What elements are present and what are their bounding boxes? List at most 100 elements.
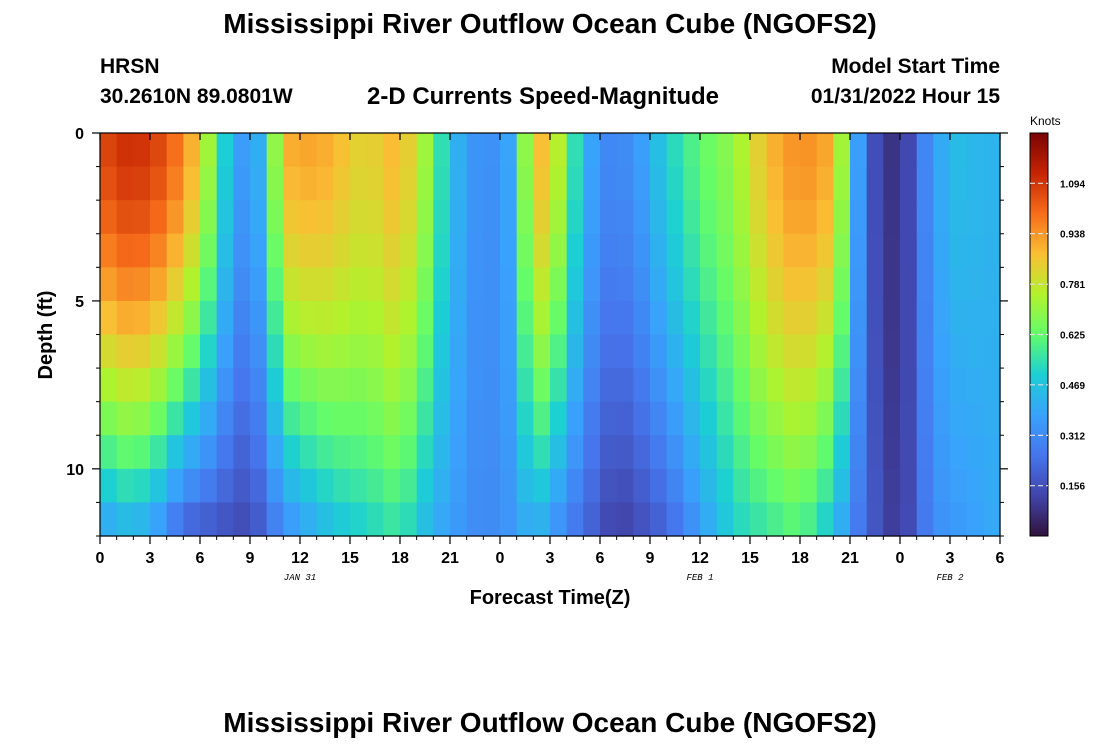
heatmap-cell	[916, 300, 934, 336]
heatmap-cell	[816, 502, 834, 537]
colorbar-tick-label: 0.469	[1060, 381, 1085, 392]
colorbar-unit-label: Knots	[1030, 114, 1061, 128]
heatmap-cell	[483, 502, 501, 537]
heatmap-cell	[383, 166, 401, 201]
heatmap-cell	[666, 166, 684, 201]
heatmap-cell	[566, 435, 584, 470]
heatmap-cell	[216, 166, 234, 201]
colorbar-tick-label: 0.625	[1060, 331, 1085, 342]
heatmap-cell	[733, 435, 751, 470]
heatmap-cell	[300, 334, 318, 369]
heatmap-cell	[416, 401, 434, 436]
heatmap-cell	[450, 468, 468, 504]
heatmap-cell	[566, 233, 584, 268]
heatmap-cell	[200, 267, 218, 302]
heatmap-cell	[500, 233, 518, 268]
heatmap-cell	[683, 200, 701, 235]
heatmap-cell	[283, 435, 301, 470]
colorbar-tick-label: 0.156	[1060, 482, 1085, 493]
heatmap-cell	[266, 233, 284, 268]
heatmap-cell	[766, 166, 784, 201]
heatmap-cell	[950, 133, 968, 168]
heatmap-cell	[316, 401, 334, 436]
heatmap-cell	[366, 166, 384, 201]
heatmap-cell	[766, 502, 784, 537]
x-tick-label: 3	[546, 550, 555, 567]
heatmap-cell	[600, 200, 618, 235]
heatmap-cell	[550, 233, 568, 268]
heatmap-cell	[166, 166, 184, 201]
heatmap-cell	[183, 368, 201, 403]
heatmap-cell	[100, 368, 118, 403]
plot-title: 2-D Currents Speed-Magnitude	[367, 83, 720, 110]
heatmap-cell	[933, 300, 951, 336]
heatmap-cell	[683, 334, 701, 369]
heatmap-cell	[500, 401, 518, 436]
heatmap-cell	[666, 334, 684, 369]
heatmap-cell	[750, 133, 768, 168]
y-tick-label: 5	[75, 294, 84, 311]
heatmap-cell	[466, 502, 484, 537]
heatmap-cell	[316, 368, 334, 403]
heatmap-cell	[166, 200, 184, 235]
heatmap-cell	[583, 435, 601, 470]
heatmap-cell	[183, 435, 201, 470]
heatmap-cell	[516, 133, 534, 168]
heatmap-cell	[950, 166, 968, 201]
x-tick-label: 21	[841, 550, 859, 567]
heatmap-cell	[550, 468, 568, 504]
heatmap-cell	[233, 267, 251, 302]
heatmap-cell	[200, 368, 218, 403]
heatmap-cell	[350, 200, 368, 235]
heatmap-cell	[166, 435, 184, 470]
heatmap-cell	[483, 300, 501, 336]
heatmap-cell	[383, 200, 401, 235]
colorbar-tick-label: 0.938	[1060, 230, 1085, 241]
heatmap-cell	[283, 334, 301, 369]
heatmap-cell	[350, 435, 368, 470]
heatmap-cell	[733, 200, 751, 235]
heatmap-cell	[766, 401, 784, 436]
y-tick-label: 0	[75, 126, 84, 143]
heatmap-cell	[700, 300, 718, 336]
heatmap-cell	[850, 502, 868, 537]
heatmap-cell	[650, 233, 668, 268]
heatmap-cell	[616, 133, 634, 168]
model-start-label: Model Start Time	[831, 55, 1000, 78]
heatmap-cell	[950, 233, 968, 268]
heatmap-cell	[600, 401, 618, 436]
heatmap-cell	[866, 502, 884, 537]
heatmap-cell	[233, 233, 251, 268]
heatmap-cell	[633, 133, 651, 168]
heatmap-cell	[166, 368, 184, 403]
heatmap-cell	[233, 435, 251, 470]
heatmap-cell	[716, 401, 734, 436]
heatmap-cell	[116, 435, 134, 470]
heatmap-cell	[233, 334, 251, 369]
heatmap-cell	[433, 300, 451, 336]
heatmap-cell	[483, 435, 501, 470]
heatmap-cell	[116, 200, 134, 235]
heatmap-cell	[266, 368, 284, 403]
heatmap-cell	[966, 133, 984, 168]
heatmap-cell	[633, 233, 651, 268]
heatmap-cell	[216, 435, 234, 470]
heatmap-cell	[833, 267, 851, 302]
heatmap-cell	[216, 233, 234, 268]
heatmap-cell	[666, 401, 684, 436]
heatmap-cell	[983, 435, 1001, 470]
heatmap-cell	[266, 401, 284, 436]
heatmap-cell	[250, 133, 268, 168]
heatmap-cell	[150, 368, 168, 403]
heatmap-cell	[900, 468, 918, 504]
heatmap-cell	[516, 368, 534, 403]
heatmap-cell	[300, 502, 318, 537]
heatmap-cell	[533, 468, 551, 504]
heatmap-cell	[750, 166, 768, 201]
heatmap-cell	[216, 267, 234, 302]
heatmap-cell	[550, 401, 568, 436]
heatmap-cell	[350, 133, 368, 168]
heatmap-cell	[333, 468, 351, 504]
date-label: FEB 1	[686, 573, 713, 583]
heatmap-cell	[166, 334, 184, 369]
